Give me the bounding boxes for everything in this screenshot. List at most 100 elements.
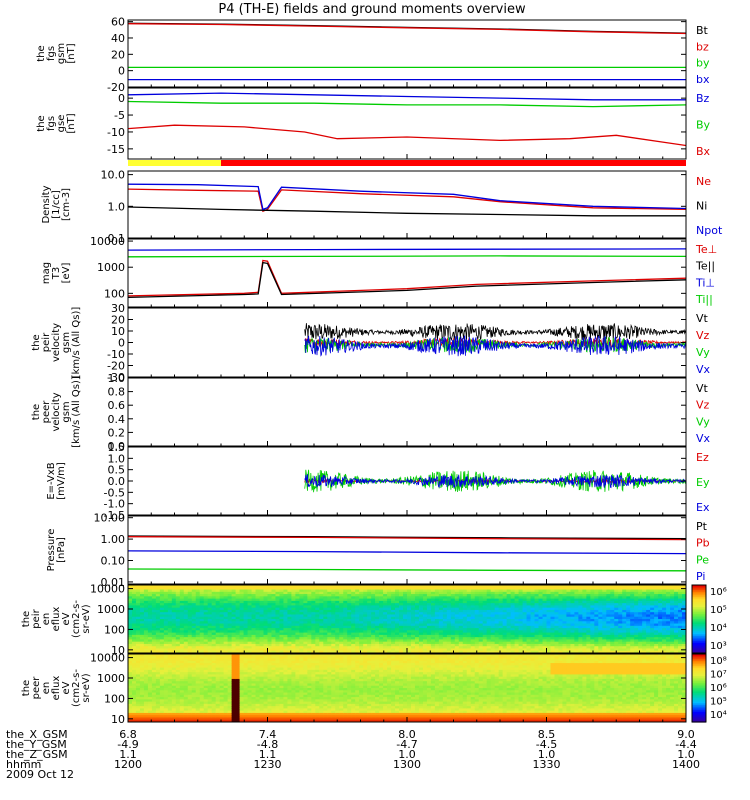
heatmap-cell (403, 648, 408, 652)
heatmap-cell (654, 614, 659, 618)
heatmap-cell (379, 587, 384, 591)
heatmap-cell (506, 646, 512, 650)
heatmap-cell (327, 639, 332, 643)
heatmap-cell (179, 609, 185, 613)
heatmap-cell (606, 589, 611, 593)
colorbar-swatch (692, 590, 706, 593)
heatmap-cell (654, 585, 659, 588)
heatmap-cell (155, 598, 161, 602)
heatmap-cell (139, 701, 145, 705)
heatmap-cell (658, 587, 663, 591)
heatmap-cell (542, 605, 548, 609)
heatmap-cell (602, 607, 607, 611)
heatmap-cell (566, 619, 572, 622)
heatmap-cell (462, 623, 468, 627)
heatmap-cell (367, 623, 372, 627)
heatmap-cell (187, 596, 193, 600)
heatmap-cell (255, 609, 261, 613)
heatmap-cell (598, 612, 603, 616)
heatmap-cell (554, 623, 560, 627)
heatmap-cell (275, 630, 281, 634)
heatmap-cell (522, 587, 528, 591)
heatmap-cell (271, 650, 277, 653)
colorbar-swatch (692, 605, 706, 608)
colorbar-swatch (692, 591, 706, 595)
heatmap-cell (482, 616, 488, 620)
heatmap-cell (646, 607, 651, 611)
heatmap-cell (430, 600, 436, 604)
heatmap-cell (574, 612, 579, 616)
heatmap-cell (614, 628, 619, 631)
heatmap-cell (474, 639, 480, 643)
heatmap-cell (135, 646, 141, 650)
heatmap-cell (558, 619, 564, 622)
heatmap-cell (486, 616, 492, 620)
heatmap-cell (562, 585, 568, 588)
heatmap-cell (195, 632, 201, 636)
heatmap-cell (502, 639, 508, 643)
heatmap-cell (263, 591, 269, 595)
heatmap-cell (550, 623, 556, 627)
heatmap-cell (414, 650, 420, 653)
heatmap-cell (399, 634, 404, 638)
heatmap-cell (151, 674, 157, 678)
heatmap-cell (670, 616, 675, 620)
heatmap-cell (682, 594, 686, 597)
heatmap-cell (650, 637, 655, 640)
heatmap-cell (562, 598, 568, 602)
heatmap-cell (446, 605, 452, 609)
heatmap-cell (478, 612, 484, 616)
heatmap-cell (387, 630, 392, 634)
heatmap-cell (518, 591, 524, 595)
heatmap-cell (514, 628, 520, 631)
heatmap-cell (163, 609, 169, 613)
heatmap-cell (562, 634, 568, 638)
heatmap-cell (407, 612, 412, 616)
heatmap-cell (139, 717, 145, 721)
heatmap-cell (446, 632, 452, 636)
heatmap-cell (235, 623, 241, 627)
heatmap-cell (530, 625, 536, 629)
heatmap-cell (379, 625, 384, 629)
heatmap-cell (155, 596, 161, 600)
heatmap-cell (135, 634, 141, 638)
heatmap-cell (355, 634, 360, 638)
heatmap-cell (131, 637, 137, 640)
heatmap-cell (135, 683, 141, 687)
heatmap-cell (395, 625, 400, 629)
heatmap-cell (478, 598, 484, 602)
heatmap-cell (602, 619, 607, 622)
heatmap-cell (335, 587, 340, 591)
heatmap-cell (518, 630, 524, 634)
heatmap-cell (590, 591, 595, 595)
heatmap-cell (446, 625, 452, 629)
heatmap-cell (658, 619, 663, 622)
heatmap-cell (550, 598, 556, 602)
heatmap-cell (335, 630, 340, 634)
heatmap-cell (582, 634, 587, 638)
panel-frame (127, 170, 687, 239)
heatmap-cell (147, 710, 153, 714)
heatmap-cell (474, 621, 480, 625)
heatmap-cell (606, 607, 611, 611)
heatmap-cell (574, 605, 579, 609)
heatmap-cell (363, 634, 368, 638)
heatmap-cell (199, 648, 205, 652)
heatmap-cell (207, 621, 213, 625)
heatmap-cell (410, 648, 416, 652)
heatmap-cell (319, 650, 324, 653)
heatmap-cell (558, 614, 564, 618)
heatmap-cell (634, 587, 639, 591)
y-label-line: [nT] (66, 43, 77, 63)
heatmap-cell (287, 598, 293, 602)
heatmap-cell (199, 603, 205, 606)
heatmap-cell (287, 607, 293, 611)
heatmap-cell (586, 643, 591, 647)
heatmap-cell (243, 650, 249, 653)
heatmap-cell (247, 637, 253, 640)
heatmap-cell (646, 648, 651, 652)
colorbar-swatch (692, 642, 706, 646)
heatmap-cell (343, 609, 348, 613)
heatmap-cell (470, 614, 476, 618)
